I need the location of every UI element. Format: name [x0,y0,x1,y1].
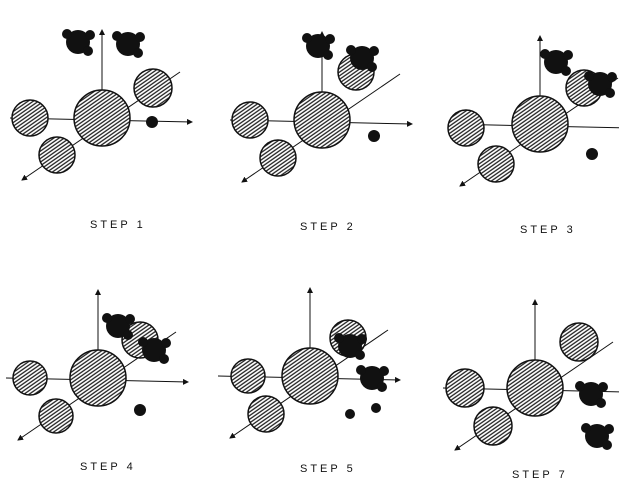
central-sphere [73,89,131,147]
panel [9,29,193,181]
cluster-satellite [123,330,133,340]
atom-sphere [445,368,485,408]
atom-sphere [259,139,297,177]
small-atom [586,148,598,160]
cluster-satellite [605,88,615,98]
panel [229,31,413,183]
atom-sphere [559,322,599,362]
small-atom [345,409,355,419]
cluster-satellite [367,62,377,72]
central-sphere [69,349,127,407]
small-atom [134,404,146,416]
central-sphere [511,95,569,153]
cluster-satellite [325,34,335,44]
atom-sphere [230,358,266,394]
cluster-satellite [125,314,135,324]
step-label: STEP 4 [80,461,136,473]
step-label: STEP 1 [90,219,146,231]
cluster-satellite [102,313,112,323]
panel [442,299,619,451]
cluster-satellite [355,350,365,360]
small-atom [146,116,158,128]
step-label: STEP 3 [520,224,576,236]
atom-sphere [447,109,485,147]
cluster-satellite [575,381,585,391]
cluster-satellite [561,66,571,76]
cluster-satellite [598,382,608,392]
panel [447,35,619,187]
panel [5,289,189,441]
cluster-satellite [604,424,614,434]
cluster-satellite [540,49,550,59]
cluster-satellite [83,46,93,56]
atom-sphere [12,360,48,396]
atom-sphere [477,145,515,183]
small-atom [368,130,380,142]
cluster-satellite [159,354,169,364]
cluster-satellite [563,50,573,60]
cluster-satellite [302,33,312,43]
cluster-satellite [377,382,387,392]
step-label: STEP 5 [300,463,356,475]
cluster-satellite [323,50,333,60]
cluster-satellite [602,440,612,450]
atom-sphere [11,99,49,137]
cluster-satellite [85,30,95,40]
cluster-satellite [334,333,344,343]
cluster-satellite [584,71,594,81]
small-atom [371,403,381,413]
panel [217,287,401,439]
cluster-satellite [346,45,356,55]
cluster-satellite [369,46,379,56]
atom-sphere [133,68,173,108]
atom-sphere [247,395,285,433]
atom-sphere [231,101,269,139]
cluster-satellite [62,29,72,39]
cluster-satellite [356,365,366,375]
cluster-satellite [379,366,389,376]
atom-sphere [38,136,76,174]
cluster-satellite [581,423,591,433]
cluster-satellite [133,48,143,58]
atom-sphere [38,398,74,434]
step-label: STEP 7 [512,469,568,479]
cluster-satellite [161,338,171,348]
cluster-satellite [357,334,367,344]
cluster-satellite [112,31,122,41]
cluster-satellite [135,32,145,42]
cluster-satellite [138,337,148,347]
central-sphere [506,359,564,417]
central-sphere [281,347,339,405]
central-sphere [293,91,351,149]
cluster-satellite [596,398,606,408]
atom-sphere [473,406,513,446]
cluster-satellite [607,72,617,82]
step-label: STEP 2 [300,221,356,233]
